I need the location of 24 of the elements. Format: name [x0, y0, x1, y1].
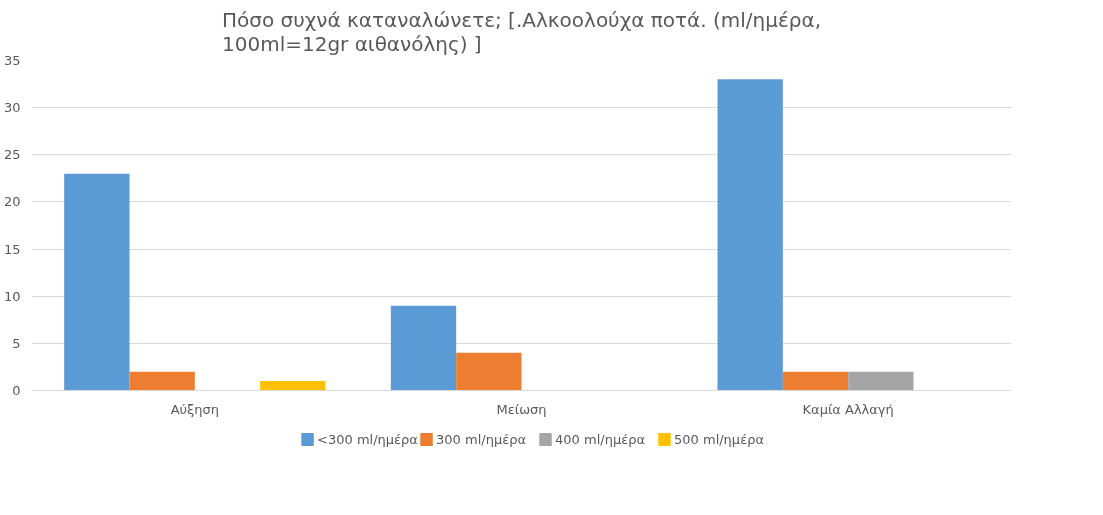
- bar: [260, 381, 326, 391]
- bar: [129, 371, 195, 391]
- y-tick-label: 15: [3, 241, 21, 257]
- legend-label: 400 ml/ημέρα: [555, 432, 646, 447]
- y-tick-label: 5: [12, 335, 21, 351]
- legend-label: <300 ml/ημέρα: [317, 432, 418, 447]
- bar: [782, 371, 849, 391]
- y-tick-label: 30: [3, 100, 21, 116]
- y-tick-label: 10: [3, 288, 21, 304]
- x-tick-label: Μείωση: [496, 401, 547, 417]
- y-tick-label: 20: [3, 194, 21, 210]
- bar: [390, 305, 457, 391]
- bar: [848, 371, 914, 391]
- y-tick-label: 25: [3, 147, 21, 163]
- chart-title: Πόσο συχνά καταναλώνετε; [.Αλκοολούχα ποτά. (ml/ημέρα, 100ml=12gr αιθανόλης) ]: [221, 7, 822, 56]
- x-tick-label: Καμία Αλλαγή: [802, 401, 894, 417]
- y-tick-label: 35: [3, 53, 21, 68]
- legend-label: 500 ml/ημέρα: [674, 432, 764, 447]
- legend-label: 300 ml/ημέρα: [436, 432, 527, 447]
- bar: [64, 173, 130, 391]
- bar: [456, 352, 522, 391]
- x-tick-label: Αύξηση: [170, 401, 220, 417]
- y-tick-label: 0: [12, 383, 21, 398]
- bar: [717, 79, 783, 391]
